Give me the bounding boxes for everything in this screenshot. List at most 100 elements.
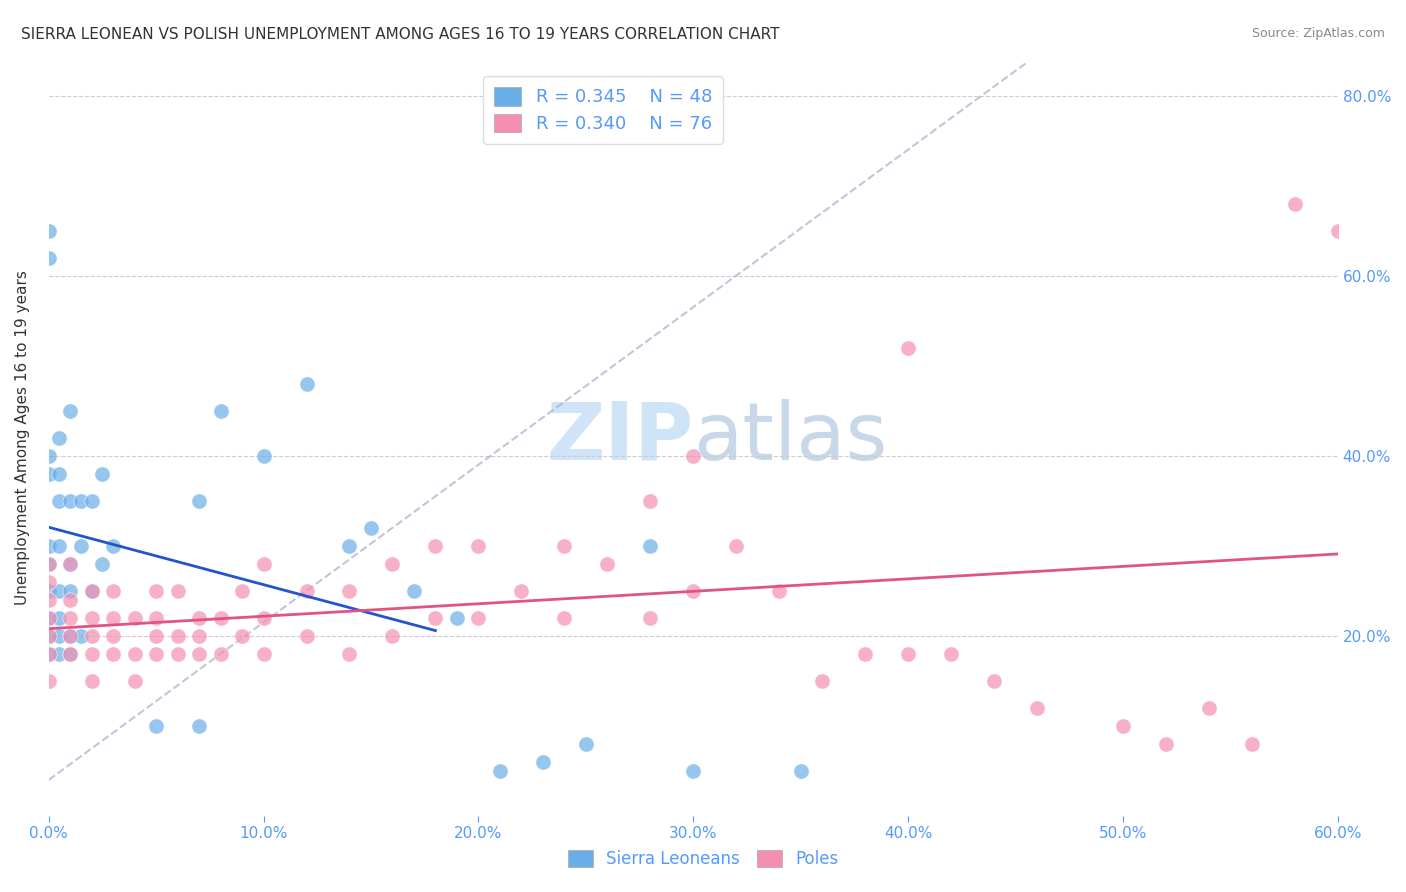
Point	[295, 583, 318, 598]
Point	[38, 611, 60, 625]
Point	[38, 224, 60, 238]
Point	[38, 629, 60, 643]
Point	[59, 557, 82, 571]
Point	[80, 583, 103, 598]
Point	[38, 557, 60, 571]
Point	[145, 583, 167, 598]
Point	[596, 557, 619, 571]
Point	[1240, 737, 1263, 751]
Point	[425, 611, 447, 625]
Point	[59, 493, 82, 508]
Point	[467, 539, 489, 553]
Text: ZIP: ZIP	[546, 399, 693, 476]
Point	[682, 449, 704, 463]
Point	[103, 629, 125, 643]
Point	[339, 647, 361, 661]
Point	[725, 539, 748, 553]
Point	[381, 629, 404, 643]
Point	[103, 583, 125, 598]
Point	[59, 583, 82, 598]
Point	[489, 764, 512, 778]
Point	[59, 629, 82, 643]
Point	[59, 592, 82, 607]
Point	[467, 611, 489, 625]
Point	[59, 629, 82, 643]
Point	[70, 539, 93, 553]
Point	[553, 539, 575, 553]
Point	[103, 539, 125, 553]
Point	[166, 583, 188, 598]
Point	[1198, 701, 1220, 715]
Point	[124, 673, 146, 688]
Point	[381, 557, 404, 571]
Point	[59, 557, 82, 571]
Point	[103, 647, 125, 661]
Point	[209, 403, 232, 417]
Point	[103, 611, 125, 625]
Point	[48, 629, 70, 643]
Point	[209, 647, 232, 661]
Point	[531, 755, 554, 769]
Point	[91, 467, 114, 481]
Point	[295, 376, 318, 391]
Point	[789, 764, 811, 778]
Point	[145, 647, 167, 661]
Point	[80, 673, 103, 688]
Point	[339, 539, 361, 553]
Point	[939, 647, 962, 661]
Point	[145, 611, 167, 625]
Point	[188, 611, 211, 625]
Point	[252, 611, 274, 625]
Point	[38, 647, 60, 661]
Point	[1112, 719, 1135, 733]
Point	[295, 629, 318, 643]
Point	[124, 647, 146, 661]
Point	[80, 583, 103, 598]
Point	[897, 341, 920, 355]
Point	[1284, 196, 1306, 211]
Point	[252, 557, 274, 571]
Point	[38, 574, 60, 589]
Point	[446, 611, 468, 625]
Legend: R = 0.345    N = 48, R = 0.340    N = 76: R = 0.345 N = 48, R = 0.340 N = 76	[484, 76, 723, 144]
Point	[638, 493, 661, 508]
Point	[70, 493, 93, 508]
Point	[188, 719, 211, 733]
Point	[38, 539, 60, 553]
Point	[983, 673, 1005, 688]
Point	[48, 583, 70, 598]
Point	[853, 647, 876, 661]
Point	[59, 647, 82, 661]
Point	[1326, 224, 1348, 238]
Point	[38, 449, 60, 463]
Point	[48, 493, 70, 508]
Point	[166, 647, 188, 661]
Point	[91, 557, 114, 571]
Point	[70, 629, 93, 643]
Point	[59, 611, 82, 625]
Point	[38, 467, 60, 481]
Point	[252, 647, 274, 661]
Point	[48, 611, 70, 625]
Point	[682, 764, 704, 778]
Point	[38, 592, 60, 607]
Point	[231, 583, 253, 598]
Legend: Sierra Leoneans, Poles: Sierra Leoneans, Poles	[561, 843, 845, 875]
Text: Source: ZipAtlas.com: Source: ZipAtlas.com	[1251, 27, 1385, 40]
Point	[80, 611, 103, 625]
Point	[897, 647, 920, 661]
Point	[1025, 701, 1047, 715]
Text: atlas: atlas	[693, 399, 887, 476]
Point	[188, 647, 211, 661]
Point	[188, 629, 211, 643]
Point	[510, 583, 533, 598]
Point	[38, 673, 60, 688]
Point	[80, 629, 103, 643]
Point	[80, 493, 103, 508]
Point	[59, 647, 82, 661]
Point	[339, 583, 361, 598]
Point	[38, 647, 60, 661]
Point	[360, 521, 382, 535]
Y-axis label: Unemployment Among Ages 16 to 19 years: Unemployment Among Ages 16 to 19 years	[15, 270, 30, 605]
Point	[48, 467, 70, 481]
